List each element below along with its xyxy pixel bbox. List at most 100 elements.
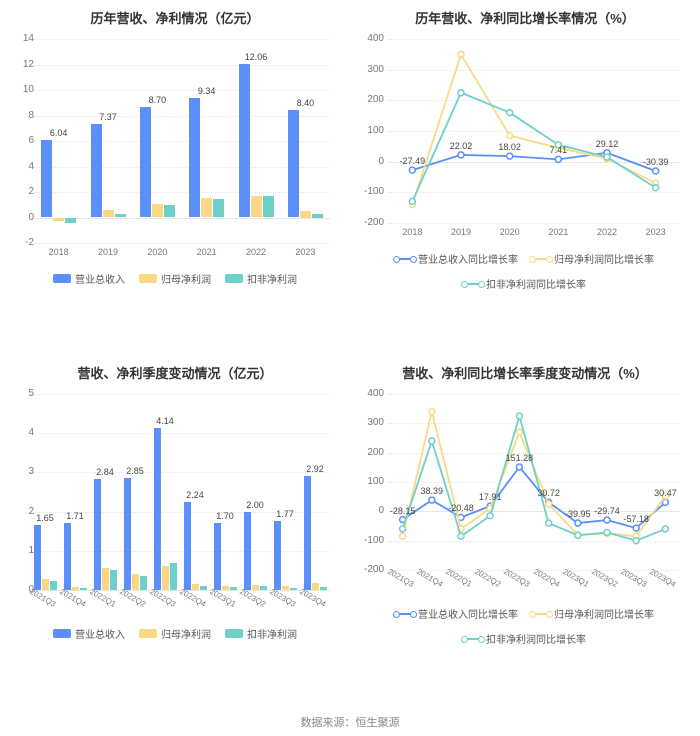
value-label: 8.40: [297, 98, 315, 108]
panel-chart4: 营收、净利同比增长率季度变动情况（%） -200-100010020030040…: [350, 355, 700, 710]
x-axis-tick: 2020: [147, 247, 167, 257]
legend-item: 归母净利润: [139, 626, 211, 641]
bar: [154, 428, 161, 590]
bar: [53, 218, 64, 221]
legend-label: 营业总收入同比增长率: [418, 251, 518, 266]
y-axis-tick: 8: [6, 110, 34, 121]
chart3-plot: 0123452021Q32021Q42022Q12022Q22022Q32022…: [4, 388, 336, 618]
value-label: -29.74: [594, 506, 620, 516]
legend-item: 归母净利润同比增长率: [532, 251, 654, 266]
legend-label: 营业总收入: [75, 271, 125, 286]
value-label: 2.85: [126, 466, 144, 476]
bar: [65, 218, 76, 223]
bar: [304, 476, 311, 590]
x-axis-tick: 2021: [197, 247, 217, 257]
bar: [140, 107, 151, 218]
bar: [64, 523, 71, 590]
bar: [201, 198, 212, 218]
bar: [162, 566, 169, 590]
y-axis-tick: 0: [6, 212, 34, 223]
legend-item: 营业总收入: [53, 626, 125, 641]
legend-item: 扣非净利润: [225, 271, 297, 286]
bar: [42, 579, 49, 590]
legend-label: 归母净利润同比增长率: [554, 251, 654, 266]
bar: [282, 586, 289, 590]
value-label: -27.49: [400, 156, 426, 166]
chart2-legend: 营业总收入同比增长率归母净利润同比增长率扣非净利润同比增长率: [354, 251, 696, 291]
bar: [152, 204, 163, 217]
bar: [263, 196, 274, 217]
legend-item: 扣非净利润同比增长率: [464, 631, 586, 646]
value-label: 17.91: [479, 492, 502, 502]
bar: [124, 478, 131, 590]
bar: [312, 214, 323, 217]
value-label: 38.39: [421, 486, 444, 496]
bar: [34, 525, 41, 590]
y-axis-tick: 2: [6, 506, 34, 517]
bar: [41, 140, 52, 217]
bar: [260, 586, 267, 590]
bar: [200, 586, 207, 590]
legend-item: 营业总收入同比增长率: [396, 606, 518, 621]
value-label: 7.41: [550, 145, 568, 155]
chart2-plot: -200-10001002003004002018201920202021202…: [354, 33, 686, 243]
bar: [290, 588, 297, 590]
legend-item: 归母净利润: [139, 271, 211, 286]
value-label: 12.06: [245, 52, 268, 62]
y-axis-tick: 3: [6, 466, 34, 477]
y-axis-tick: 4: [6, 427, 34, 438]
bar: [252, 585, 259, 590]
value-label: 1.71: [66, 511, 84, 521]
value-label: 18.02: [498, 142, 521, 152]
bar: [230, 587, 237, 590]
value-label: 29.12: [596, 139, 619, 149]
value-label: 22.02: [450, 141, 473, 151]
panel-chart3: 营收、净利季度变动情况（亿元） 0123452021Q32021Q42022Q1…: [0, 355, 350, 710]
legend-label: 营业总收入: [75, 626, 125, 641]
bar: [80, 588, 87, 590]
x-axis-tick: 2018: [49, 247, 69, 257]
value-label: 4.14: [156, 416, 174, 426]
value-label: 1.77: [276, 509, 294, 519]
bar: [103, 210, 114, 217]
bar: [115, 214, 126, 218]
value-label: 8.70: [149, 95, 167, 105]
value-label: 2.84: [96, 467, 114, 477]
value-label: 151.28: [506, 453, 534, 463]
value-label: -30.39: [643, 157, 669, 167]
value-label: -28.15: [390, 506, 416, 516]
legend-label: 归母净利润: [161, 271, 211, 286]
footer-source: 数据来源：恒生聚源: [0, 710, 700, 736]
bar: [192, 584, 199, 590]
x-axis-tick: 2019: [98, 247, 118, 257]
bar: [94, 479, 101, 590]
bar: [72, 587, 79, 590]
bar: [189, 98, 200, 217]
chart1-legend: 营业总收入 归母净利润扣非净利润: [4, 271, 346, 286]
chart4-legend: 营业总收入同比增长率归母净利润同比增长率扣非净利润同比增长率: [354, 606, 696, 646]
chart4-plot: -200-10001002003004002021Q32021Q42022Q12…: [354, 388, 686, 598]
bar: [214, 523, 221, 590]
legend-item: 营业总收入: [53, 271, 125, 286]
legend-item: 营业总收入同比增长率: [396, 251, 518, 266]
value-label: 30.72: [537, 488, 560, 498]
bar: [213, 199, 224, 217]
bar: [50, 581, 57, 590]
bar: [239, 64, 250, 218]
bar: [274, 521, 281, 590]
chart1-plot: -2024681012142018201920202021202220236.0…: [4, 33, 336, 263]
bar: [102, 568, 109, 590]
bar: [132, 574, 139, 590]
bar: [244, 512, 251, 590]
value-label: 6.04: [50, 128, 68, 138]
value-label: 9.34: [198, 86, 216, 96]
value-label: 2.92: [306, 464, 324, 474]
y-axis-tick: 4: [6, 161, 34, 172]
value-label: 1.70: [216, 511, 234, 521]
y-axis-tick: 12: [6, 59, 34, 70]
value-label: -20.48: [448, 503, 474, 513]
x-axis-tick: 2023: [295, 247, 315, 257]
bar: [140, 576, 147, 590]
y-axis-tick: 1: [6, 545, 34, 556]
chart-grid: 历年营收、净利情况（亿元） -2024681012142018201920202…: [0, 0, 700, 710]
